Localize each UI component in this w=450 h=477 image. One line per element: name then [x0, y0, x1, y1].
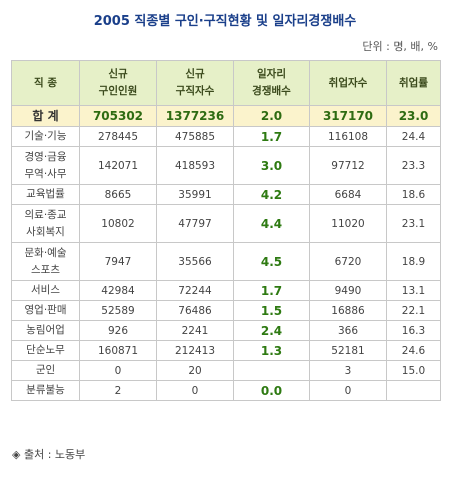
job-stats-table: 직 종 신규 구인인원 신규 구직자수 일자리 경쟁배수 취업자수 취업률 합 … [11, 60, 441, 401]
header-new-seekers: 신규 구직자수 [156, 60, 234, 106]
cell-ratio: 1.7 [233, 280, 310, 301]
row-label: 분류불능 [11, 380, 80, 401]
cell-seekers: 212413 [156, 340, 234, 361]
cell-rate: 16.3 [386, 320, 441, 341]
table-row: 분류불능 2 0 0.0 0 [11, 380, 441, 401]
row-label: 교육법률 [11, 184, 80, 205]
cell-openings: 0 [79, 360, 157, 381]
cell-rate: 13.1 [386, 280, 441, 301]
row-label: 의료·종교 사회복지 [11, 204, 80, 243]
cell-employed: 16886 [309, 300, 387, 321]
cell-ratio: 3.0 [233, 146, 310, 185]
row-label: 군인 [11, 360, 80, 381]
cell-employed: 52181 [309, 340, 387, 361]
cell-rate: 24.6 [386, 340, 441, 361]
cell-ratio: 4.5 [233, 242, 310, 281]
header-job: 직 종 [11, 60, 80, 106]
cell-employed: 3 [309, 360, 387, 381]
cell-seekers: 0 [156, 380, 234, 401]
cell-openings: 52589 [79, 300, 157, 321]
cell-openings: 7947 [79, 242, 157, 281]
page-title: 2005 직종별 구인·구직현황 및 일자리경쟁배수 [93, 14, 357, 29]
cell-employed: 116108 [309, 126, 387, 147]
total-employed: 317170 [309, 105, 387, 127]
cell-employed: 6720 [309, 242, 387, 281]
cell-ratio: 0.0 [233, 380, 310, 401]
cell-openings: 10802 [79, 204, 157, 243]
cell-rate: 24.4 [386, 126, 441, 147]
cell-ratio: 1.3 [233, 340, 310, 361]
cell-seekers: 35566 [156, 242, 234, 281]
header-employment-rate: 취업률 [386, 60, 441, 106]
cell-seekers: 20 [156, 360, 234, 381]
cell-ratio: 1.5 [233, 300, 310, 321]
table-row: 군인 0 20 3 15.0 [11, 360, 441, 381]
cell-employed: 0 [309, 380, 387, 401]
cell-employed: 97712 [309, 146, 387, 185]
total-label: 합 계 [11, 105, 80, 127]
cell-openings: 2 [79, 380, 157, 401]
source-note: ◈ 출처 : 노동부 [12, 448, 86, 461]
row-label: 기술·기능 [11, 126, 80, 147]
cell-rate [386, 380, 441, 401]
total-openings: 705302 [79, 105, 157, 127]
cell-employed: 6684 [309, 184, 387, 205]
table-row: 농림어업 926 2241 2.4 366 16.3 [11, 320, 441, 341]
total-rate: 23.0 [386, 105, 441, 127]
cell-rate: 18.9 [386, 242, 441, 281]
cell-ratio: 4.4 [233, 204, 310, 243]
cell-ratio: 2.4 [233, 320, 310, 341]
table-row: 단순노무 160871 212413 1.3 52181 24.6 [11, 340, 441, 361]
table-row: 교육법률 8665 35991 4.2 6684 18.6 [11, 184, 441, 205]
cell-seekers: 418593 [156, 146, 234, 185]
row-label: 경영·금융 무역·사무 [11, 146, 80, 185]
header-row: 직 종 신규 구인인원 신규 구직자수 일자리 경쟁배수 취업자수 취업률 [11, 60, 441, 106]
table-row: 경영·금융 무역·사무 142071 418593 3.0 97712 23.3 [11, 146, 441, 185]
cell-openings: 8665 [79, 184, 157, 205]
cell-seekers: 76486 [156, 300, 234, 321]
cell-openings: 278445 [79, 126, 157, 147]
row-label: 문화·예술 스포츠 [11, 242, 80, 281]
cell-rate: 18.6 [386, 184, 441, 205]
cell-employed: 366 [309, 320, 387, 341]
cell-employed: 9490 [309, 280, 387, 301]
header-new-seekers-label: 신규 구직자수 [175, 68, 215, 97]
cell-seekers: 475885 [156, 126, 234, 147]
header-new-openings: 신규 구인인원 [79, 60, 157, 106]
row-label: 단순노무 [11, 340, 80, 361]
table-row: 기술·기능 278445 475885 1.7 116108 24.4 [11, 126, 441, 147]
header-employed: 취업자수 [309, 60, 387, 106]
cell-openings: 160871 [79, 340, 157, 361]
cell-rate: 23.3 [386, 146, 441, 185]
row-label: 서비스 [11, 280, 80, 301]
cell-rate: 23.1 [386, 204, 441, 243]
cell-ratio: 4.2 [233, 184, 310, 205]
header-new-openings-label: 신규 구인인원 [98, 68, 138, 97]
table-row: 서비스 42984 72244 1.7 9490 13.1 [11, 280, 441, 301]
total-row: 합 계 705302 1377236 2.0 317170 23.0 [11, 105, 441, 127]
unit-label: 단위 : 명, 배, % [362, 40, 438, 53]
cell-rate: 15.0 [386, 360, 441, 381]
total-ratio: 2.0 [233, 105, 310, 127]
cell-rate: 22.1 [386, 300, 441, 321]
cell-seekers: 72244 [156, 280, 234, 301]
table-row: 문화·예술 스포츠 7947 35566 4.5 6720 18.9 [11, 242, 441, 281]
cell-seekers: 35991 [156, 184, 234, 205]
table-row: 영업·판매 52589 76486 1.5 16886 22.1 [11, 300, 441, 321]
cell-seekers: 2241 [156, 320, 234, 341]
cell-ratio [233, 360, 310, 381]
header-competition-ratio: 일자리 경쟁배수 [233, 60, 310, 106]
header-competition-ratio-label: 일자리 경쟁배수 [252, 68, 291, 97]
cell-openings: 926 [79, 320, 157, 341]
row-label: 농림어업 [11, 320, 80, 341]
cell-openings: 42984 [79, 280, 157, 301]
cell-openings: 142071 [79, 146, 157, 185]
cell-ratio: 1.7 [233, 126, 310, 147]
total-seekers: 1377236 [156, 105, 234, 127]
row-label: 영업·판매 [11, 300, 80, 321]
table-row: 의료·종교 사회복지 10802 47797 4.4 11020 23.1 [11, 204, 441, 243]
cell-employed: 11020 [309, 204, 387, 243]
cell-seekers: 47797 [156, 204, 234, 243]
